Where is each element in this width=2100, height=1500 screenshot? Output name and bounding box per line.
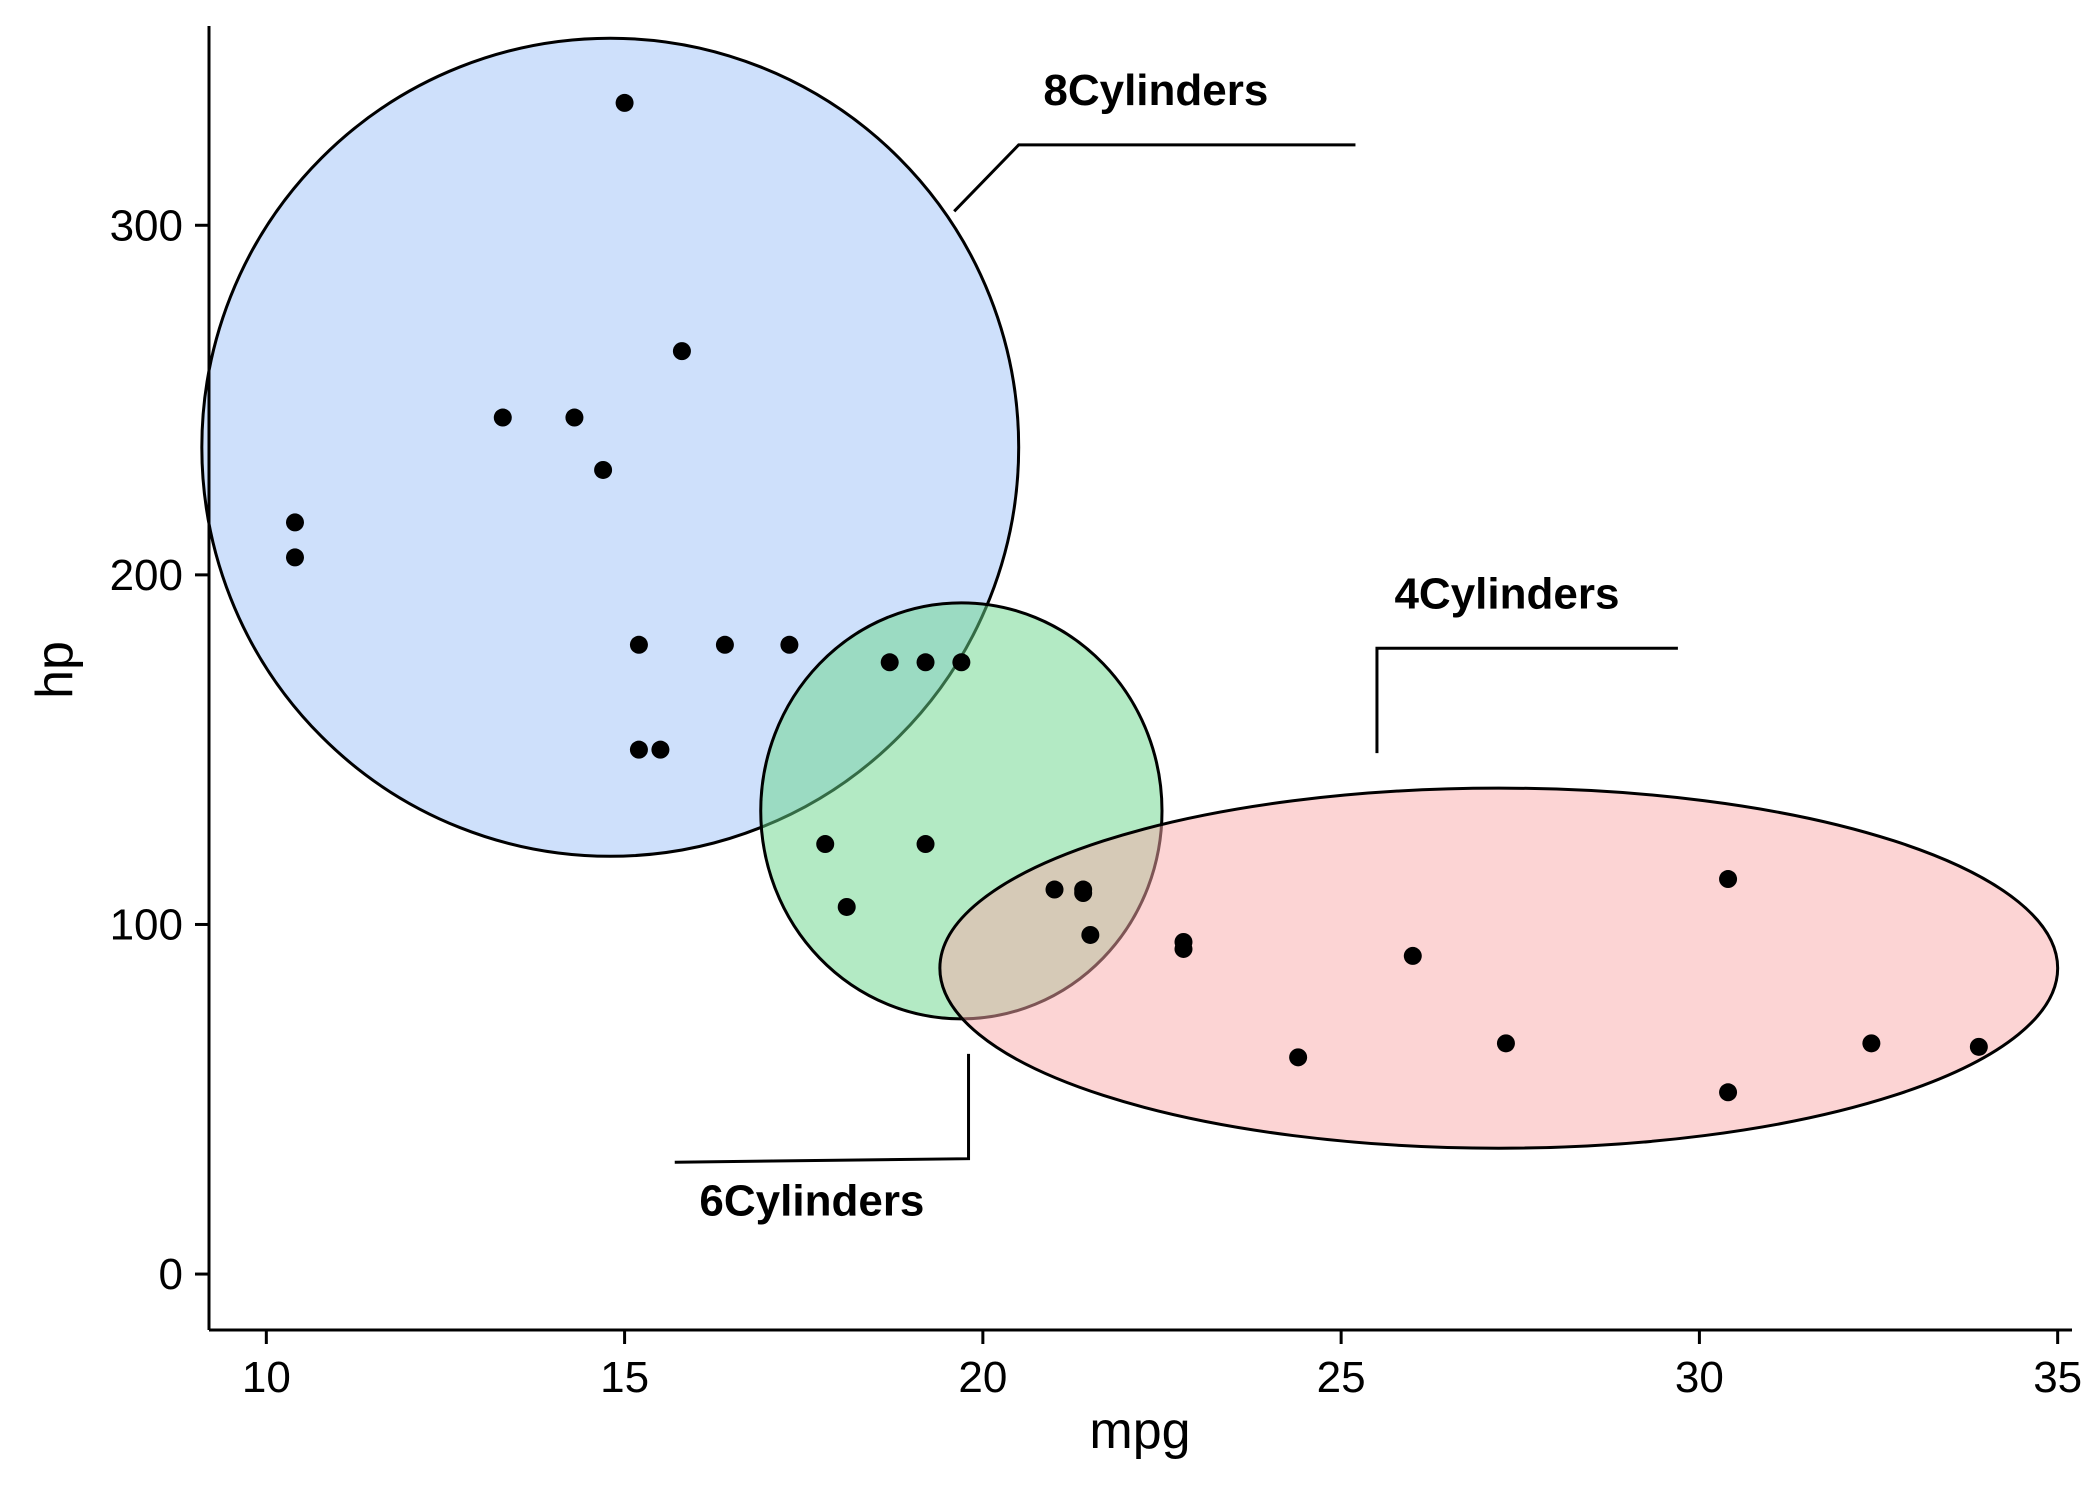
data-point bbox=[630, 741, 648, 759]
data-point bbox=[1046, 881, 1064, 899]
x-tick-label: 35 bbox=[2033, 1353, 2082, 1402]
data-point bbox=[1081, 926, 1099, 944]
data-point bbox=[651, 741, 669, 759]
y-tick-label: 0 bbox=[159, 1250, 183, 1299]
x-tick-label: 30 bbox=[1675, 1353, 1724, 1402]
data-point bbox=[616, 94, 634, 112]
x-tick-label: 25 bbox=[1317, 1353, 1366, 1402]
data-point bbox=[917, 653, 935, 671]
data-point bbox=[1719, 870, 1737, 888]
data-point bbox=[1174, 940, 1192, 958]
x-tick-label: 10 bbox=[242, 1353, 291, 1402]
data-point bbox=[1497, 1034, 1515, 1052]
x-tick-label: 15 bbox=[600, 1353, 649, 1402]
data-point bbox=[816, 835, 834, 853]
data-point bbox=[716, 636, 734, 654]
x-axis-title: mpg bbox=[1089, 1402, 1190, 1460]
x-tick-label: 20 bbox=[958, 1353, 1007, 1402]
data-point bbox=[1862, 1034, 1880, 1052]
data-point bbox=[565, 409, 583, 427]
ellipse-4cylinders bbox=[940, 788, 2058, 1148]
group-ellipses bbox=[202, 38, 2058, 1148]
data-point bbox=[594, 461, 612, 479]
data-point bbox=[1289, 1048, 1307, 1066]
data-point bbox=[917, 835, 935, 853]
leader-6cylinders bbox=[675, 1054, 969, 1162]
leader-8cylinders bbox=[954, 145, 1355, 211]
leader-4cylinders bbox=[1377, 648, 1678, 753]
data-point bbox=[286, 548, 304, 566]
y-tick-label: 200 bbox=[110, 551, 183, 600]
y-axis-title: hp bbox=[26, 641, 84, 699]
data-point bbox=[286, 513, 304, 531]
y-tick-label: 100 bbox=[110, 900, 183, 949]
data-point bbox=[952, 653, 970, 671]
annotation-label-6cylinders: 6Cylinders bbox=[699, 1177, 924, 1226]
data-point bbox=[1970, 1038, 1988, 1056]
data-point bbox=[838, 898, 856, 916]
data-point bbox=[673, 342, 691, 360]
data-point bbox=[1719, 1083, 1737, 1101]
data-point bbox=[630, 636, 648, 654]
data-point bbox=[494, 409, 512, 427]
annotation-label-8cylinders: 8Cylinders bbox=[1043, 66, 1268, 115]
annotation-label-4cylinders: 4Cylinders bbox=[1394, 569, 1619, 618]
data-point bbox=[780, 636, 798, 654]
data-point bbox=[1404, 947, 1422, 965]
data-point bbox=[881, 653, 899, 671]
data-point bbox=[1074, 884, 1092, 902]
y-tick-label: 300 bbox=[110, 201, 183, 250]
